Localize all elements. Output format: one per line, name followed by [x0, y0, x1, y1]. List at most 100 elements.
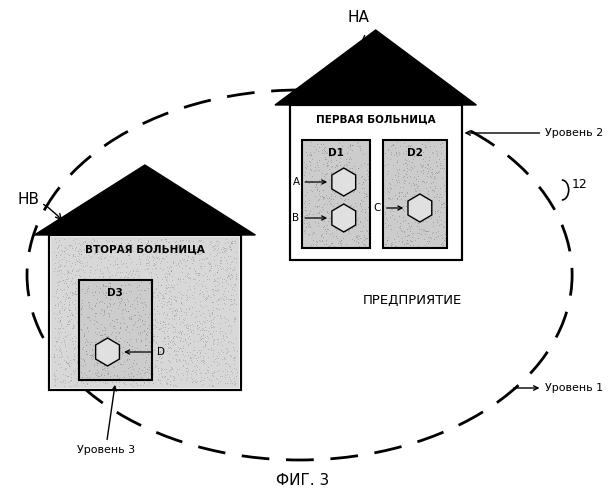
Point: [326, 170, 336, 178]
Point: [344, 158, 354, 166]
Point: [432, 218, 442, 226]
Point: [358, 204, 368, 212]
Point: [299, 216, 309, 224]
Point: [111, 254, 121, 262]
Point: [402, 170, 411, 178]
Point: [334, 178, 344, 186]
Point: [61, 293, 71, 301]
Point: [91, 333, 101, 341]
Point: [421, 190, 431, 198]
Point: [196, 373, 206, 381]
Point: [169, 306, 179, 314]
Point: [323, 148, 333, 156]
Point: [147, 276, 156, 283]
Point: [304, 150, 314, 158]
Point: [412, 222, 422, 230]
Point: [314, 230, 323, 237]
Point: [121, 348, 131, 356]
Point: [122, 322, 132, 330]
Point: [91, 318, 101, 326]
Point: [326, 130, 336, 138]
Point: [290, 194, 299, 202]
Point: [171, 250, 181, 258]
Point: [323, 188, 333, 196]
Point: [391, 213, 400, 221]
Point: [292, 134, 302, 142]
Point: [363, 240, 373, 248]
Point: [142, 239, 152, 247]
Point: [325, 172, 335, 179]
Point: [423, 229, 433, 237]
Point: [440, 144, 450, 152]
Point: [147, 280, 156, 288]
Point: [328, 209, 338, 217]
Point: [125, 336, 135, 344]
Point: [78, 326, 87, 334]
Point: [134, 310, 144, 318]
Point: [425, 142, 435, 150]
Point: [375, 246, 384, 254]
Point: [320, 240, 330, 248]
Point: [132, 236, 142, 244]
Point: [403, 197, 413, 205]
Point: [352, 202, 362, 210]
Point: [54, 306, 63, 314]
Point: [172, 318, 182, 326]
Point: [75, 319, 85, 327]
Point: [391, 106, 401, 114]
Point: [333, 160, 343, 168]
Point: [167, 314, 177, 322]
Point: [100, 291, 110, 299]
Point: [220, 248, 230, 256]
Point: [213, 281, 222, 289]
Point: [320, 170, 330, 178]
Point: [298, 182, 308, 190]
Point: [192, 246, 201, 254]
Point: [405, 234, 415, 242]
Point: [448, 180, 458, 188]
Point: [318, 187, 328, 195]
Point: [175, 257, 185, 265]
Point: [102, 302, 112, 310]
Point: [219, 304, 229, 312]
Point: [113, 306, 123, 314]
Point: [394, 122, 404, 130]
Point: [345, 140, 355, 148]
Point: [342, 188, 352, 196]
Point: [354, 224, 364, 232]
Point: [432, 222, 442, 230]
Point: [414, 195, 424, 203]
Point: [166, 267, 176, 275]
Point: [134, 254, 144, 262]
Point: [155, 347, 164, 355]
Point: [94, 372, 104, 380]
Point: [336, 163, 346, 171]
Point: [131, 288, 140, 296]
Point: [179, 255, 188, 263]
Point: [61, 322, 71, 330]
Point: [60, 376, 70, 384]
Point: [89, 287, 99, 295]
Point: [168, 366, 177, 374]
Point: [436, 142, 446, 150]
Point: [436, 217, 445, 225]
Point: [330, 188, 340, 196]
Point: [142, 381, 152, 389]
Point: [368, 189, 378, 197]
Point: [418, 219, 428, 227]
Point: [118, 302, 128, 310]
Point: [203, 290, 213, 298]
Point: [177, 268, 187, 276]
Point: [326, 144, 336, 152]
Point: [118, 310, 128, 318]
Point: [291, 156, 301, 164]
Point: [183, 322, 193, 330]
Point: [436, 232, 445, 239]
Point: [442, 138, 452, 146]
Point: [165, 358, 175, 366]
Point: [434, 170, 444, 178]
Point: [373, 230, 383, 237]
Point: [415, 115, 425, 123]
Polygon shape: [95, 338, 120, 366]
Point: [55, 360, 65, 368]
